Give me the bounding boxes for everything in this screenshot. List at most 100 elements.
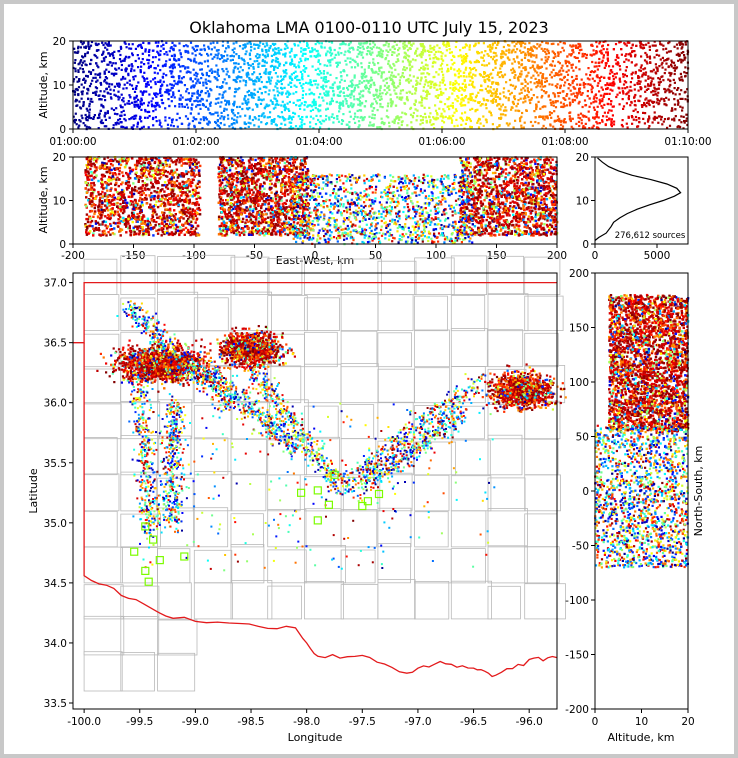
time-altitude-point <box>131 126 133 128</box>
time-altitude-point <box>521 112 523 114</box>
time-altitude-point <box>192 47 194 49</box>
time-tick-label: 01:10:00 <box>664 136 711 148</box>
time-altitude-point <box>124 78 126 80</box>
time-altitude-point <box>155 105 157 107</box>
time-altitude-point <box>619 65 621 67</box>
time-altitude-point <box>649 49 651 51</box>
time-altitude-point <box>500 117 502 119</box>
time-altitude-point <box>87 43 89 45</box>
time-altitude-point <box>298 115 300 117</box>
time-altitude-point <box>369 121 371 123</box>
time-altitude-point <box>576 92 578 94</box>
time-altitude-point <box>114 86 116 88</box>
time-altitude-point <box>487 53 489 55</box>
time-altitude-point <box>225 60 227 62</box>
time-altitude-point <box>303 109 305 111</box>
east-west-point <box>197 195 199 197</box>
time-altitude-point <box>313 93 315 95</box>
time-altitude-point <box>137 66 139 68</box>
time-altitude-point <box>253 97 255 99</box>
time-altitude-point <box>116 122 118 124</box>
time-altitude-point <box>570 93 572 95</box>
time-altitude-point <box>469 49 471 51</box>
time-altitude-point <box>465 76 467 78</box>
time-altitude-point <box>502 113 504 115</box>
time-altitude-point <box>437 117 439 119</box>
time-altitude-point <box>412 58 414 60</box>
time-altitude-point <box>459 87 461 89</box>
east-west-point <box>199 165 201 167</box>
time-altitude-point <box>559 92 561 94</box>
time-altitude-point <box>557 100 559 102</box>
time-altitude-point <box>267 116 269 118</box>
time-altitude-point <box>184 50 186 52</box>
time-altitude-point <box>435 110 437 112</box>
time-altitude-point <box>218 75 220 77</box>
time-altitude-point <box>284 124 286 126</box>
time-altitude-point <box>547 50 549 52</box>
time-altitude-point <box>333 94 335 96</box>
time-altitude-point <box>584 99 586 101</box>
time-altitude-point <box>680 115 682 117</box>
time-altitude-point <box>442 82 444 84</box>
time-altitude-point <box>543 90 545 92</box>
time-altitude-point <box>613 105 615 107</box>
time-altitude-point <box>625 93 627 95</box>
time-altitude-point <box>295 125 297 127</box>
time-altitude-point <box>551 84 553 86</box>
east-west-point <box>89 230 91 232</box>
time-altitude-point <box>295 86 297 88</box>
time-altitude-point <box>539 44 541 46</box>
time-altitude-point <box>455 80 457 82</box>
time-altitude-point <box>159 106 161 108</box>
time-altitude-point <box>169 59 171 61</box>
time-altitude-point <box>604 112 606 114</box>
time-altitude-point <box>545 42 547 44</box>
time-altitude-point <box>446 64 448 66</box>
time-altitude-point <box>325 118 327 120</box>
time-altitude-point <box>113 124 115 126</box>
time-altitude-point <box>140 44 142 46</box>
time-altitude-point <box>196 80 198 82</box>
time-altitude-point <box>638 69 640 71</box>
time-altitude-point <box>326 72 328 74</box>
time-altitude-point <box>430 51 432 53</box>
time-altitude-point <box>448 45 450 47</box>
time-altitude-point <box>506 122 508 124</box>
time-altitude-point <box>683 71 685 73</box>
time-altitude-point <box>262 43 264 45</box>
time-altitude-point <box>578 68 580 70</box>
time-altitude-point <box>608 77 610 79</box>
time-altitude-point <box>485 119 487 121</box>
time-altitude-point <box>326 65 328 67</box>
time-altitude-point <box>537 122 539 124</box>
time-altitude-point <box>199 62 201 64</box>
time-altitude-point <box>132 54 134 56</box>
time-altitude-point <box>646 62 648 64</box>
time-altitude-point <box>255 55 257 57</box>
time-altitude-point <box>319 63 321 65</box>
time-altitude-point <box>656 101 658 103</box>
time-altitude-point <box>82 90 84 92</box>
time-altitude-point <box>647 119 649 121</box>
time-altitude-point <box>611 90 613 92</box>
time-altitude-point <box>281 111 283 113</box>
time-altitude-point <box>597 68 599 70</box>
time-altitude-point <box>599 102 601 104</box>
time-altitude-point <box>514 74 516 76</box>
time-altitude-point <box>615 96 617 98</box>
time-altitude-point <box>513 126 515 128</box>
time-altitude-point <box>75 99 77 101</box>
east-west-point <box>138 179 140 181</box>
time-altitude-point <box>323 76 325 78</box>
time-altitude-point <box>120 46 122 48</box>
time-altitude-point <box>664 72 666 74</box>
time-altitude-point <box>159 79 161 81</box>
time-altitude-point <box>179 117 181 119</box>
time-altitude-point <box>488 62 490 64</box>
time-altitude-point <box>74 91 76 93</box>
time-altitude-point <box>440 64 442 66</box>
time-altitude-point <box>410 61 412 63</box>
time-altitude-point <box>148 111 150 113</box>
time-altitude-point <box>224 90 226 92</box>
